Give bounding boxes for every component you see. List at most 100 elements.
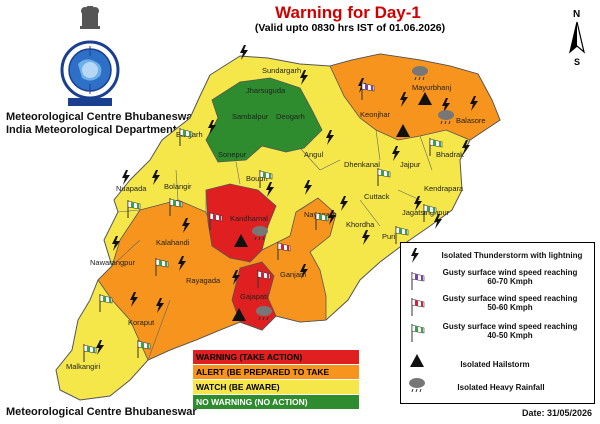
district-red-kandhamal	[205, 183, 277, 263]
lightning-icon	[300, 264, 308, 279]
legend-wind-60-70-label: Gusty surface wind speed reaching 60-70 …	[442, 268, 578, 286]
org-name-line2: India Meteorological Department	[6, 124, 177, 136]
district-label-boudh: Boudh	[246, 174, 268, 183]
windsock-green-icon	[423, 203, 437, 223]
windsock-green-icon	[377, 167, 391, 187]
district-label-kalahandi: Kalahandi	[156, 238, 190, 247]
lightning-icon	[122, 170, 130, 185]
lightning-icon	[208, 120, 216, 135]
lightning-icon	[411, 248, 419, 263]
legend-no-warning: NO WARNING (NO ACTION)	[193, 395, 359, 409]
district-label-rayagada: Rayagada	[186, 276, 221, 285]
windsock-purple-icon	[361, 81, 375, 101]
district-label-khordha: Khordha	[346, 220, 375, 229]
district-label-mayurbhanj: Mayurbhanj	[412, 83, 452, 92]
windsock-green-icon	[137, 339, 151, 359]
compass-north-label: N	[573, 9, 581, 20]
district-label-jajpur: Jajpur	[400, 160, 421, 169]
lightning-icon	[240, 45, 248, 60]
district-label-dhenkanal: Dhenkanal	[344, 160, 380, 169]
district-label-kandhamal: Kandhamal	[230, 214, 268, 223]
lightning-icon	[328, 210, 336, 225]
legend-alert: ALERT (BE PREPARED TO TAKE ACTION)	[193, 365, 359, 391]
lightning-icon	[362, 230, 370, 245]
north-arrow-icon	[568, 21, 586, 54]
district-label-bhadrak: Bhadrak	[436, 150, 464, 159]
lightning-icon	[434, 214, 442, 229]
heavy-rain-cloud-icon	[411, 65, 429, 81]
district-label-balasore: Balasore	[456, 116, 486, 125]
district-label-keonjhar: Keonjhar	[360, 110, 391, 119]
windsock-green-icon	[155, 257, 169, 277]
district-label-bolangir: Bolangir	[164, 182, 192, 191]
lightning-icon	[304, 180, 312, 195]
legend-lightning-label: Isolated Thunderstorm with lightning	[441, 251, 583, 260]
lightning-icon	[470, 96, 478, 111]
lightning-icon	[392, 146, 400, 161]
windsock-red-icon	[277, 241, 291, 261]
footer-org-name: Meteorological Centre Bhubaneswar	[6, 406, 197, 418]
district-label-cuttack: Cuttack	[364, 192, 390, 201]
windsock-green-icon	[429, 137, 443, 157]
legend-wind-50-60-label: Gusty surface wind speed reaching 50-60 …	[442, 294, 578, 312]
windsock-green-icon	[127, 199, 141, 219]
district-orange-northeast	[329, 53, 501, 141]
symbol-legend-icons	[409, 248, 425, 393]
imd-emblem-logo	[60, 6, 120, 106]
windsock-green-icon	[315, 211, 329, 231]
legend-warning: WARNING (TAKE ACTION)	[193, 350, 359, 364]
district-label-jharsuguda: Jharsuguda	[246, 86, 286, 95]
district-label-sundargarh: Sundargarh	[262, 66, 302, 75]
lightning-icon	[112, 236, 120, 251]
map-title: Warning for Day-1	[275, 3, 421, 22]
lightning-icon	[326, 130, 334, 145]
district-label-nuapada: Nuapada	[116, 184, 147, 193]
district-green-region	[205, 77, 323, 163]
lightning-icon	[300, 70, 308, 85]
lightning-icon	[130, 292, 138, 307]
legend-heavy-rain-label: Isolated Heavy Rainfall	[457, 383, 545, 392]
lightning-icon	[266, 182, 274, 197]
hailstorm-triangle-icon	[396, 124, 410, 137]
hailstorm-triangle-icon	[234, 234, 248, 247]
lightning-icon	[340, 196, 348, 211]
hailstorm-triangle-icon	[418, 92, 432, 105]
district-label-kendrapara: Kendrapara	[424, 184, 464, 193]
heavy-rain-cloud-icon	[255, 305, 273, 321]
heavy-rain-cloud-icon	[409, 378, 425, 393]
legend-no-warning-label: NO WARNING (NO ACTION)	[196, 397, 308, 407]
windsock-green-icon	[411, 324, 425, 342]
district-label-angul: Angul	[304, 150, 324, 159]
district-label-sonepur: Sonepur	[218, 150, 247, 159]
issue-date: Date: 31/05/2026	[522, 408, 593, 418]
district-label-nawarangpur: Nawarangpur	[90, 258, 136, 267]
lightning-icon	[178, 256, 186, 271]
hailstorm-triangle-icon	[232, 308, 246, 321]
district-label-gajapati: Gajapati	[240, 292, 268, 301]
windsock-red-icon	[209, 211, 223, 231]
district-label-koraput: Koraput	[128, 318, 155, 327]
district-label-malkangiri: Malkangiri	[66, 362, 101, 371]
legend-warning-label: WARNING (TAKE ACTION)	[196, 352, 303, 362]
windsock-red-icon	[411, 298, 425, 316]
windsock-green-icon	[83, 343, 97, 363]
district-label-ganjam: Ganjam	[280, 270, 307, 279]
lightning-icon	[400, 92, 408, 107]
lightning-icon	[462, 140, 470, 155]
symbol-legend-box	[400, 242, 595, 404]
legend-watch-label: WATCH (BE AWARE)	[196, 382, 280, 392]
lightning-icon	[182, 218, 190, 233]
lightning-icon	[414, 196, 422, 211]
hailstorm-triangle-icon	[410, 354, 424, 367]
legend-hailstorm-label: Isolated Hailstorm	[460, 360, 530, 369]
windsock-purple-icon	[411, 272, 425, 290]
windsock-red-icon	[257, 269, 271, 289]
lightning-icon	[156, 298, 164, 313]
district-label-jagatsinghpur: Jagatsinghpur	[402, 208, 450, 217]
lightning-icon	[152, 170, 160, 185]
validity-text: (Valid upto 0830 hrs IST of 01.06.2026)	[254, 22, 446, 34]
compass-south-label: S	[574, 57, 581, 67]
org-name-line1: Meteorological Centre Bhubaneswar	[6, 111, 197, 123]
windsock-green-icon	[169, 197, 183, 217]
